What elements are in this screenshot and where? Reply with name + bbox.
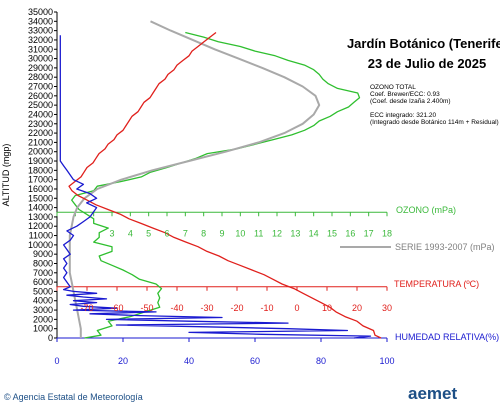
temperature-tick-label: 0 xyxy=(294,303,299,313)
ozone-tick-label: 7 xyxy=(183,228,188,238)
y-tick-label: 1000 xyxy=(33,324,53,334)
y-tick-label: 7000 xyxy=(33,268,53,278)
y-tick-label: 33000 xyxy=(28,26,53,36)
y-tick-label: 24000 xyxy=(28,109,53,119)
series-line-temperatura xyxy=(68,31,382,339)
series-layer xyxy=(59,20,382,339)
y-tick-label: 8000 xyxy=(33,258,53,268)
ozone-tick-label: 4 xyxy=(128,228,133,238)
ozone-tick-label: 5 xyxy=(146,228,151,238)
temperature-tick-label: -50 xyxy=(140,303,153,313)
y-tick-label: 4000 xyxy=(33,296,53,306)
ozone-tick-label: 17 xyxy=(364,228,374,238)
ozone-tick-label: 18 xyxy=(382,228,392,238)
y-tick-label: 27000 xyxy=(28,82,53,92)
y-tick-label: 32000 xyxy=(28,35,53,45)
chart-title: Jardín Botánico (Tenerife) xyxy=(347,36,500,51)
humidity-tick-label: 20 xyxy=(118,356,128,366)
info-line-2: Coef. Brewer/ECC: 0.93 xyxy=(370,91,440,98)
ozone-tick-label: 13 xyxy=(290,228,300,238)
temperature-tick-label: -20 xyxy=(230,303,243,313)
ozone-tick-label: 12 xyxy=(272,228,282,238)
credit-text: © Agencia Estatal de Meteorología xyxy=(4,392,143,402)
ozone-axis-label: OZONO (mPa) xyxy=(396,205,456,215)
info-line-3: (Coef. desde Izaña 2.400m) xyxy=(370,98,451,105)
humidity-tick-label: 80 xyxy=(316,356,326,366)
y-tick-label: 2000 xyxy=(33,314,53,324)
y-tick-label: 30000 xyxy=(28,54,53,64)
humidity-tick-label: 0 xyxy=(54,356,59,366)
y-tick-label: 26000 xyxy=(28,91,53,101)
y-tick-label: 17000 xyxy=(28,175,53,185)
temperature-axis-label: TEMPERATURA (ºC) xyxy=(394,279,479,289)
y-tick-label: 14000 xyxy=(28,203,53,213)
y-tick-label: 9000 xyxy=(33,249,53,259)
y-tick-label: 0 xyxy=(48,333,53,343)
humidity-tick-label: 100 xyxy=(379,356,394,366)
humidity-tick-label: 40 xyxy=(184,356,194,366)
y-tick-label: 19000 xyxy=(28,156,53,166)
y-tick-label: 16000 xyxy=(28,184,53,194)
ozone-tick-label: 14 xyxy=(309,228,319,238)
y-tick-label: 10000 xyxy=(28,240,53,250)
y-tick-label: 5000 xyxy=(33,286,53,296)
aemet-logo: aemet xyxy=(408,384,458,403)
y-tick-label: 3000 xyxy=(33,305,53,315)
y-tick-label: 23000 xyxy=(28,119,53,129)
labels-layer: 0100020003000400050006000700080009000100… xyxy=(28,7,395,366)
y-axis-label: ALTITUD (mgp) xyxy=(1,144,11,207)
y-tick-label: 12000 xyxy=(28,221,53,231)
temperature-tick-label: -10 xyxy=(260,303,273,313)
temperature-tick-label: -60 xyxy=(110,303,123,313)
axes-layer xyxy=(54,11,391,342)
series-line-humedad xyxy=(59,35,372,339)
y-tick-label: 29000 xyxy=(28,63,53,73)
y-tick-label: 34000 xyxy=(28,16,53,26)
ozone-tick-label: 16 xyxy=(345,228,355,238)
chart-subtitle: 23 de Julio de 2025 xyxy=(368,56,487,71)
series-line-serie xyxy=(68,20,321,338)
temperature-tick-label: -40 xyxy=(170,303,183,313)
y-tick-label: 15000 xyxy=(28,193,53,203)
series-line-ozono xyxy=(71,31,361,339)
info-line-4: ECC integrado: 321.20 xyxy=(370,112,437,119)
ozone-tick-label: 6 xyxy=(164,228,169,238)
temperature-tick-label: 10 xyxy=(322,303,332,313)
temperature-tick-label: -30 xyxy=(200,303,213,313)
y-tick-label: 31000 xyxy=(28,44,53,54)
y-tick-label: 6000 xyxy=(33,277,53,287)
temperature-tick-label: 30 xyxy=(382,303,392,313)
y-tick-label: 25000 xyxy=(28,100,53,110)
info-line-1: OZONO TOTAL xyxy=(370,84,416,91)
humidity-tick-label: 60 xyxy=(250,356,260,366)
y-tick-label: 13000 xyxy=(28,212,53,222)
ozone-tick-label: 11 xyxy=(254,228,263,238)
y-tick-label: 22000 xyxy=(28,128,53,138)
temperature-tick-label: 20 xyxy=(352,303,362,313)
ozone-tick-label: 10 xyxy=(235,228,245,238)
y-tick-label: 20000 xyxy=(28,147,53,157)
y-tick-label: 11000 xyxy=(29,231,53,241)
y-tick-label: 35000 xyxy=(28,7,53,17)
ozone-tick-label: 15 xyxy=(327,228,337,238)
ozone-tick-label: 3 xyxy=(109,228,114,238)
y-tick-label: 28000 xyxy=(28,72,53,82)
series-legend-label: SERIE 1993-2007 (mPa) xyxy=(395,242,495,252)
y-tick-label: 21000 xyxy=(28,137,53,147)
humidity-axis-label: HUMEDAD RELATIVA(%) xyxy=(395,332,499,342)
ozone-tick-label: 8 xyxy=(201,228,206,238)
temperature-tick-label: -70 xyxy=(80,303,93,313)
ozone-tick-label: 9 xyxy=(219,228,224,238)
info-line-5: (Integrado desde Botánico 114m + Residua… xyxy=(370,119,499,126)
y-tick-label: 18000 xyxy=(28,165,53,175)
